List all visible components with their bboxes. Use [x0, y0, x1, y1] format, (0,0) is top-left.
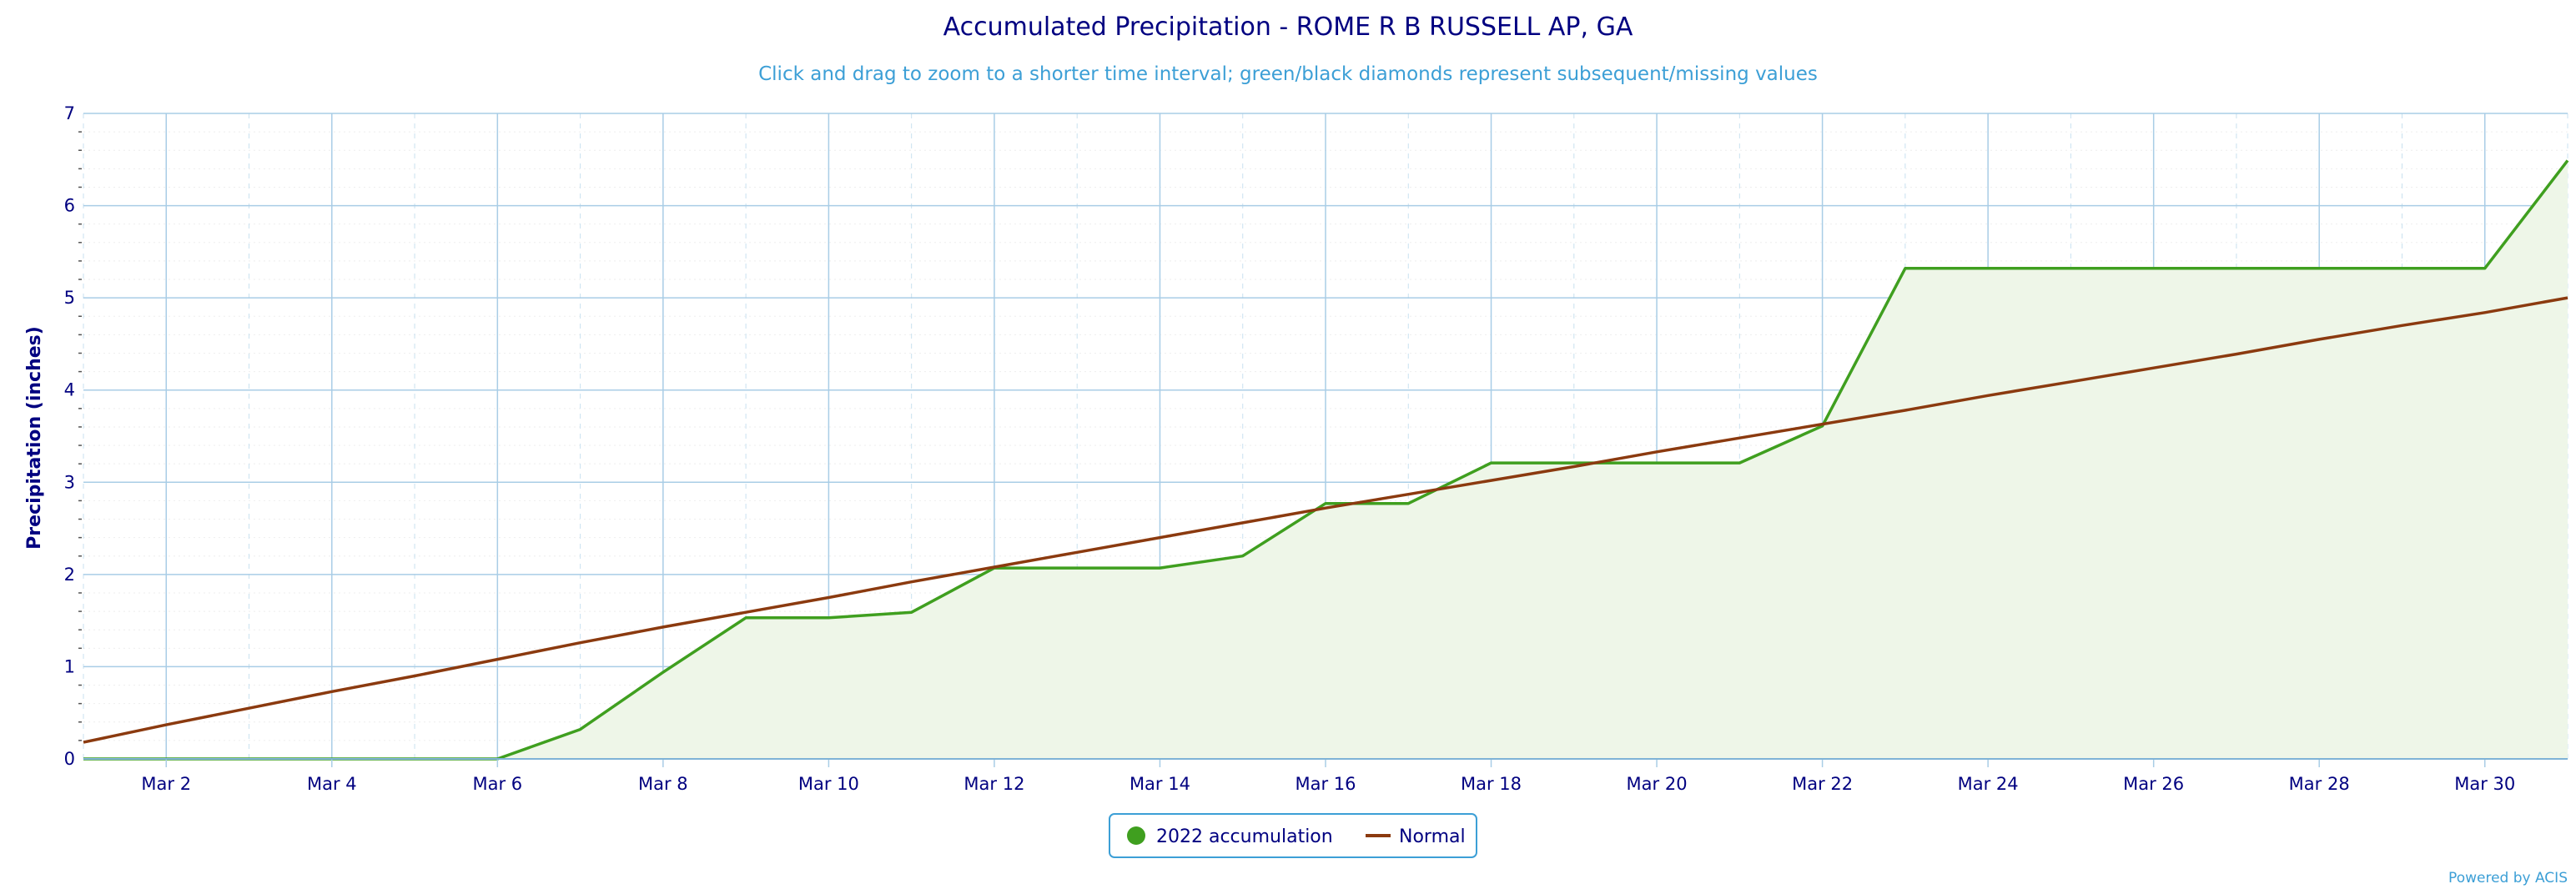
- y-tick-label: 5: [64, 288, 75, 308]
- legend-label-normal[interactable]: Normal: [1399, 826, 1466, 847]
- x-tick-label: Mar 4: [307, 774, 357, 794]
- y-tick-label: 7: [64, 103, 75, 123]
- legend-label-accumulation[interactable]: 2022 accumulation: [1156, 826, 1333, 847]
- x-tick-label: Mar 28: [2289, 774, 2350, 794]
- legend-box: [1109, 813, 1477, 858]
- x-tick-label: Mar 18: [1461, 774, 1522, 794]
- y-tick-label: 4: [64, 380, 75, 400]
- credit-link[interactable]: Powered by ACIS: [2448, 870, 2568, 886]
- x-tick-label: Mar 6: [472, 774, 522, 794]
- x-tick-label: Mar 12: [963, 774, 1024, 794]
- x-tick-label: Mar 8: [638, 774, 688, 794]
- x-tick-label: Mar 10: [798, 774, 859, 794]
- x-tick-label: Mar 26: [2123, 774, 2184, 794]
- x-tick-label: Mar 24: [1958, 774, 2019, 794]
- x-tick-label: Mar 16: [1295, 774, 1356, 794]
- y-tick-label: 2: [64, 565, 75, 585]
- axes: 0 1 2 3 4 5 6 7 Mar 2 Mar 4 Mar 6 Mar 8 Mar 10 Mar 12…: [64, 103, 2568, 794]
- legend[interactable]: 2022 accumulation Normal: [1109, 813, 1477, 858]
- series-line-1[interactable]: [83, 296, 2568, 744]
- x-tick-label: Mar 30: [2454, 774, 2515, 794]
- series-area-0: [83, 160, 2568, 759]
- x-tick-label: Mar 14: [1130, 774, 1190, 794]
- chart-title: Accumulated Precipitation - ROME R B RUS…: [943, 13, 1633, 42]
- chart-subtitle: Click and drag to zoom to a shorter time…: [758, 63, 1818, 85]
- accumulation-area: [83, 160, 2568, 759]
- x-tick-label: Mar 2: [141, 774, 191, 794]
- x-tick-label: Mar 20: [1627, 774, 1688, 794]
- x-tick-label: Mar 22: [1792, 774, 1853, 794]
- y-tick-label: 6: [64, 196, 75, 216]
- legend-marker-accumulation: [1127, 826, 1145, 845]
- y-tick-label: 1: [64, 656, 75, 676]
- y-tick-label: 3: [64, 472, 75, 492]
- y-tick-label: 0: [64, 749, 75, 769]
- y-axis-label: Precipitation (inches): [24, 326, 45, 550]
